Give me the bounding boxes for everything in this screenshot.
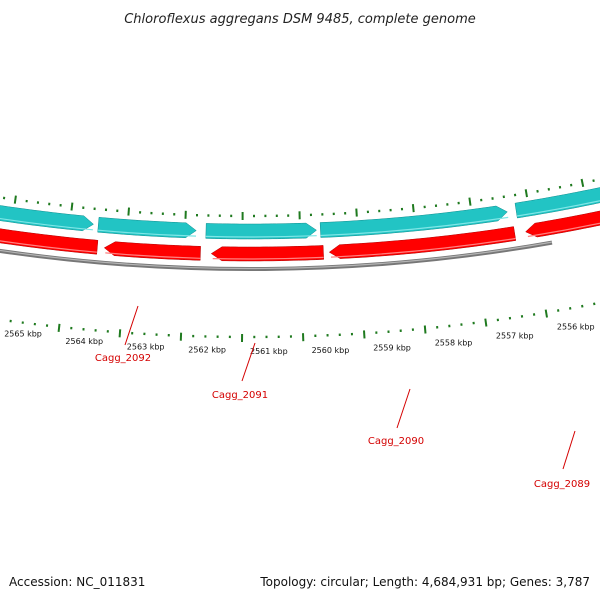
forward-gene-arrow: [210, 245, 324, 262]
outer-tick-major: [484, 318, 488, 327]
forward-gene-arrow: [103, 241, 201, 261]
gene-label: Cagg_2091: [212, 390, 268, 401]
inner-tick-major: [411, 204, 415, 213]
accession-text: Accession: NC_011831: [9, 575, 145, 589]
forward-gene-highlight: [330, 237, 516, 258]
outer-tick-major: [118, 329, 122, 338]
forward-gene-arrow: [525, 210, 600, 238]
outer-tick-minor: [593, 302, 596, 306]
kbp-label: 2559 kbp: [373, 343, 411, 352]
gene-labels: Cagg_2092 Cagg_2091 Cagg_2090 Cagg_2089: [95, 305, 590, 490]
kbp-label: 2558 kbp: [435, 338, 473, 347]
forward-gene-arrow: [0, 228, 99, 255]
gene-leader-line: [124, 305, 139, 346]
genome-summary-text: Topology: circular; Length: 4,684,931 bp…: [259, 575, 590, 589]
outer-tick-major: [57, 323, 61, 333]
backbone: [0, 240, 553, 272]
inner-tick-major: [468, 197, 472, 206]
reverse-cds-arrow: [0, 205, 94, 232]
inner-tick-major: [580, 178, 585, 188]
outer-scale-ticks: [9, 302, 596, 343]
inner-tick-minor: [592, 179, 595, 183]
reverse-cds-highlight: [320, 216, 509, 237]
inner-tick-major: [13, 195, 17, 204]
reverse-cds-highlight: [97, 229, 197, 237]
kbp-labels: 2565 kbp 2564 kbp 2563 kbp 2562 kbp 2561 kbp…: [4, 322, 594, 356]
gene-leader-line: [562, 430, 576, 470]
inner-tick-major: [127, 207, 130, 216]
gene-label: Cagg_2089: [534, 479, 590, 490]
reverse-cds-arrow: [514, 187, 600, 219]
map-title: Chloroflexus aggregans DSM 9485, complet…: [124, 12, 476, 27]
reverse-cds-highlight: [205, 235, 317, 238]
gene-leader-line: [396, 388, 411, 429]
reverse-cds-highlight: [516, 200, 600, 217]
reverse-cds-highlight: [0, 217, 93, 231]
inner-tick-major: [355, 208, 358, 217]
inner-scale-ticks: [2, 178, 595, 220]
reverse-cds: [0, 187, 600, 240]
reverse-cds-arrow: [97, 217, 197, 239]
kbp-label: 2557 kbp: [496, 331, 534, 340]
forward-gene-highlight: [527, 222, 600, 238]
inner-tick-major: [524, 189, 528, 198]
forward-genes: [0, 210, 600, 262]
gene-label: Cagg_2090: [368, 436, 424, 447]
outer-tick-minor: [581, 304, 584, 308]
outer-tick-major: [544, 309, 548, 318]
inner-tick-major: [70, 202, 74, 211]
kbp-label: 2565 kbp: [4, 329, 42, 338]
reverse-cds-arrow: [205, 222, 317, 240]
forward-gene-arrow: [328, 226, 517, 259]
gene-leader-line: [241, 342, 256, 382]
reverse-cds-arrow: [319, 205, 508, 238]
inner-tick-minor: [536, 189, 539, 193]
forward-gene-highlight: [0, 240, 97, 253]
kbp-label: 2564 kbp: [65, 337, 103, 346]
forward-gene-highlight: [212, 256, 324, 260]
forward-gene-highlight: [105, 252, 201, 259]
kbp-label: 2562 kbp: [188, 346, 226, 355]
outer-tick-major: [423, 325, 427, 334]
gene-label: Cagg_2092: [95, 353, 151, 364]
kbp-label: 2563 kbp: [127, 342, 165, 351]
kbp-label: 2556 kbp: [557, 322, 595, 331]
outer-tick-major: [363, 330, 366, 339]
kbp-label: 2561 kbp: [250, 347, 288, 356]
kbp-label: 2560 kbp: [312, 346, 350, 355]
